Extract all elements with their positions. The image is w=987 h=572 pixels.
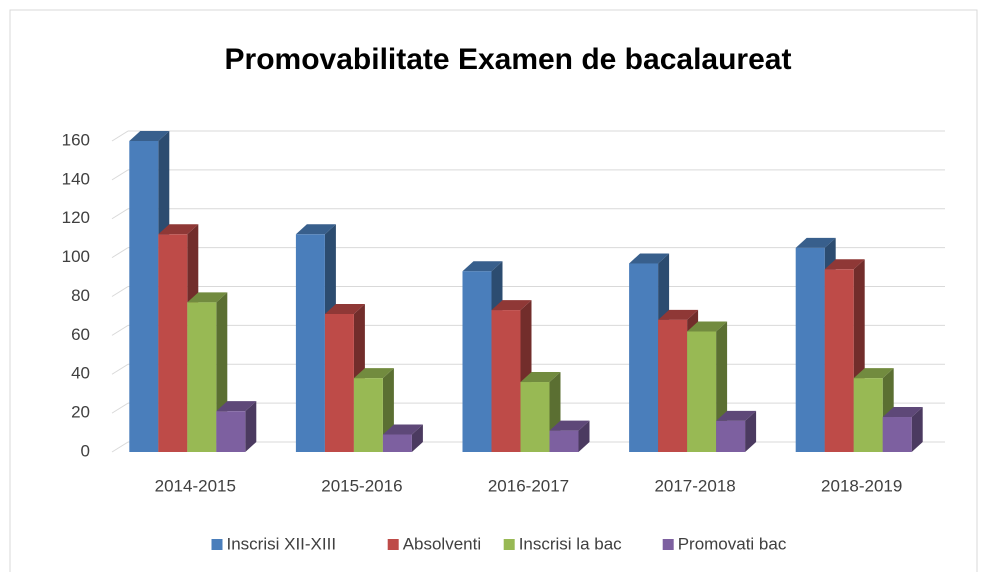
bar-top bbox=[629, 253, 670, 264]
bar bbox=[716, 420, 746, 452]
bar-side bbox=[245, 401, 257, 452]
bar bbox=[882, 417, 912, 452]
bar-top bbox=[353, 368, 394, 379]
bar-top bbox=[158, 224, 199, 235]
x-tick-label: 2017-2018 bbox=[654, 476, 735, 495]
y-tick-label: 80 bbox=[71, 286, 90, 305]
grid-line-side bbox=[111, 441, 129, 453]
bar bbox=[295, 234, 325, 452]
bar-top bbox=[382, 424, 423, 435]
grid-line-side bbox=[111, 208, 129, 220]
legend-label: Inscrisi la bac bbox=[519, 534, 622, 553]
legend-label: Inscrisi XII-XIII bbox=[227, 534, 337, 553]
bar bbox=[158, 234, 188, 452]
bar-top bbox=[462, 261, 503, 272]
legend-swatch bbox=[211, 539, 223, 550]
bar bbox=[462, 271, 492, 452]
bar-top bbox=[716, 410, 757, 421]
bar bbox=[824, 269, 854, 452]
legend-swatch bbox=[503, 539, 515, 550]
x-tick-label: 2014-2015 bbox=[155, 476, 236, 495]
bar-top bbox=[795, 237, 836, 248]
y-tick-label: 20 bbox=[71, 403, 90, 422]
bar bbox=[853, 378, 883, 452]
bar-top bbox=[129, 131, 170, 141]
grid-line-side bbox=[111, 286, 129, 297]
legend-swatch bbox=[387, 539, 399, 550]
legend-label: Promovati bac bbox=[678, 534, 787, 553]
bar bbox=[629, 263, 659, 452]
y-tick-label: 0 bbox=[81, 441, 90, 460]
bar bbox=[187, 302, 217, 452]
grid-line-side bbox=[111, 363, 129, 375]
bar bbox=[129, 141, 159, 452]
grid-line-side bbox=[111, 130, 129, 142]
legend-label: Absolventi bbox=[403, 534, 481, 553]
legend-swatch bbox=[662, 539, 674, 550]
bar-top bbox=[687, 321, 728, 332]
bar-top bbox=[658, 309, 699, 320]
chart-title: Promovabilitate Examen de bacalaureat bbox=[225, 43, 792, 76]
grid-line-side bbox=[111, 324, 129, 336]
bar bbox=[658, 319, 688, 452]
y-tick-label: 140 bbox=[62, 169, 90, 188]
bar-top bbox=[853, 368, 894, 379]
bar-top bbox=[295, 224, 336, 235]
grid-line-side bbox=[111, 247, 129, 259]
bar-top bbox=[187, 292, 228, 303]
bar bbox=[353, 378, 383, 452]
bar-top bbox=[824, 259, 865, 270]
bar bbox=[520, 382, 550, 452]
bar bbox=[382, 434, 412, 452]
bar-side bbox=[411, 424, 423, 452]
y-tick-label: 120 bbox=[62, 208, 90, 227]
x-tick-label: 2016-2017 bbox=[488, 476, 569, 495]
y-tick-label: 160 bbox=[62, 130, 90, 149]
bar-side bbox=[745, 410, 757, 452]
y-tick-label: 100 bbox=[62, 247, 90, 266]
bar bbox=[795, 247, 825, 452]
y-tick-label: 40 bbox=[71, 364, 90, 383]
bar bbox=[549, 430, 579, 452]
bar-side bbox=[578, 420, 590, 452]
x-tick-label: 2018-2019 bbox=[821, 476, 902, 495]
grid-line-side bbox=[111, 402, 129, 414]
bar-top bbox=[324, 303, 365, 314]
bar-top bbox=[882, 407, 923, 418]
bar bbox=[687, 331, 717, 452]
bar-top bbox=[520, 372, 561, 383]
x-tick-label: 2015-2016 bbox=[321, 476, 402, 495]
bar bbox=[324, 313, 354, 452]
grid-line-side bbox=[111, 169, 129, 181]
bar-top bbox=[216, 401, 257, 412]
y-tick-label: 60 bbox=[71, 325, 90, 344]
bar bbox=[216, 411, 246, 452]
bar-side bbox=[911, 407, 923, 452]
bar-top bbox=[549, 420, 590, 431]
bar bbox=[491, 310, 521, 452]
bar-top bbox=[491, 300, 532, 311]
